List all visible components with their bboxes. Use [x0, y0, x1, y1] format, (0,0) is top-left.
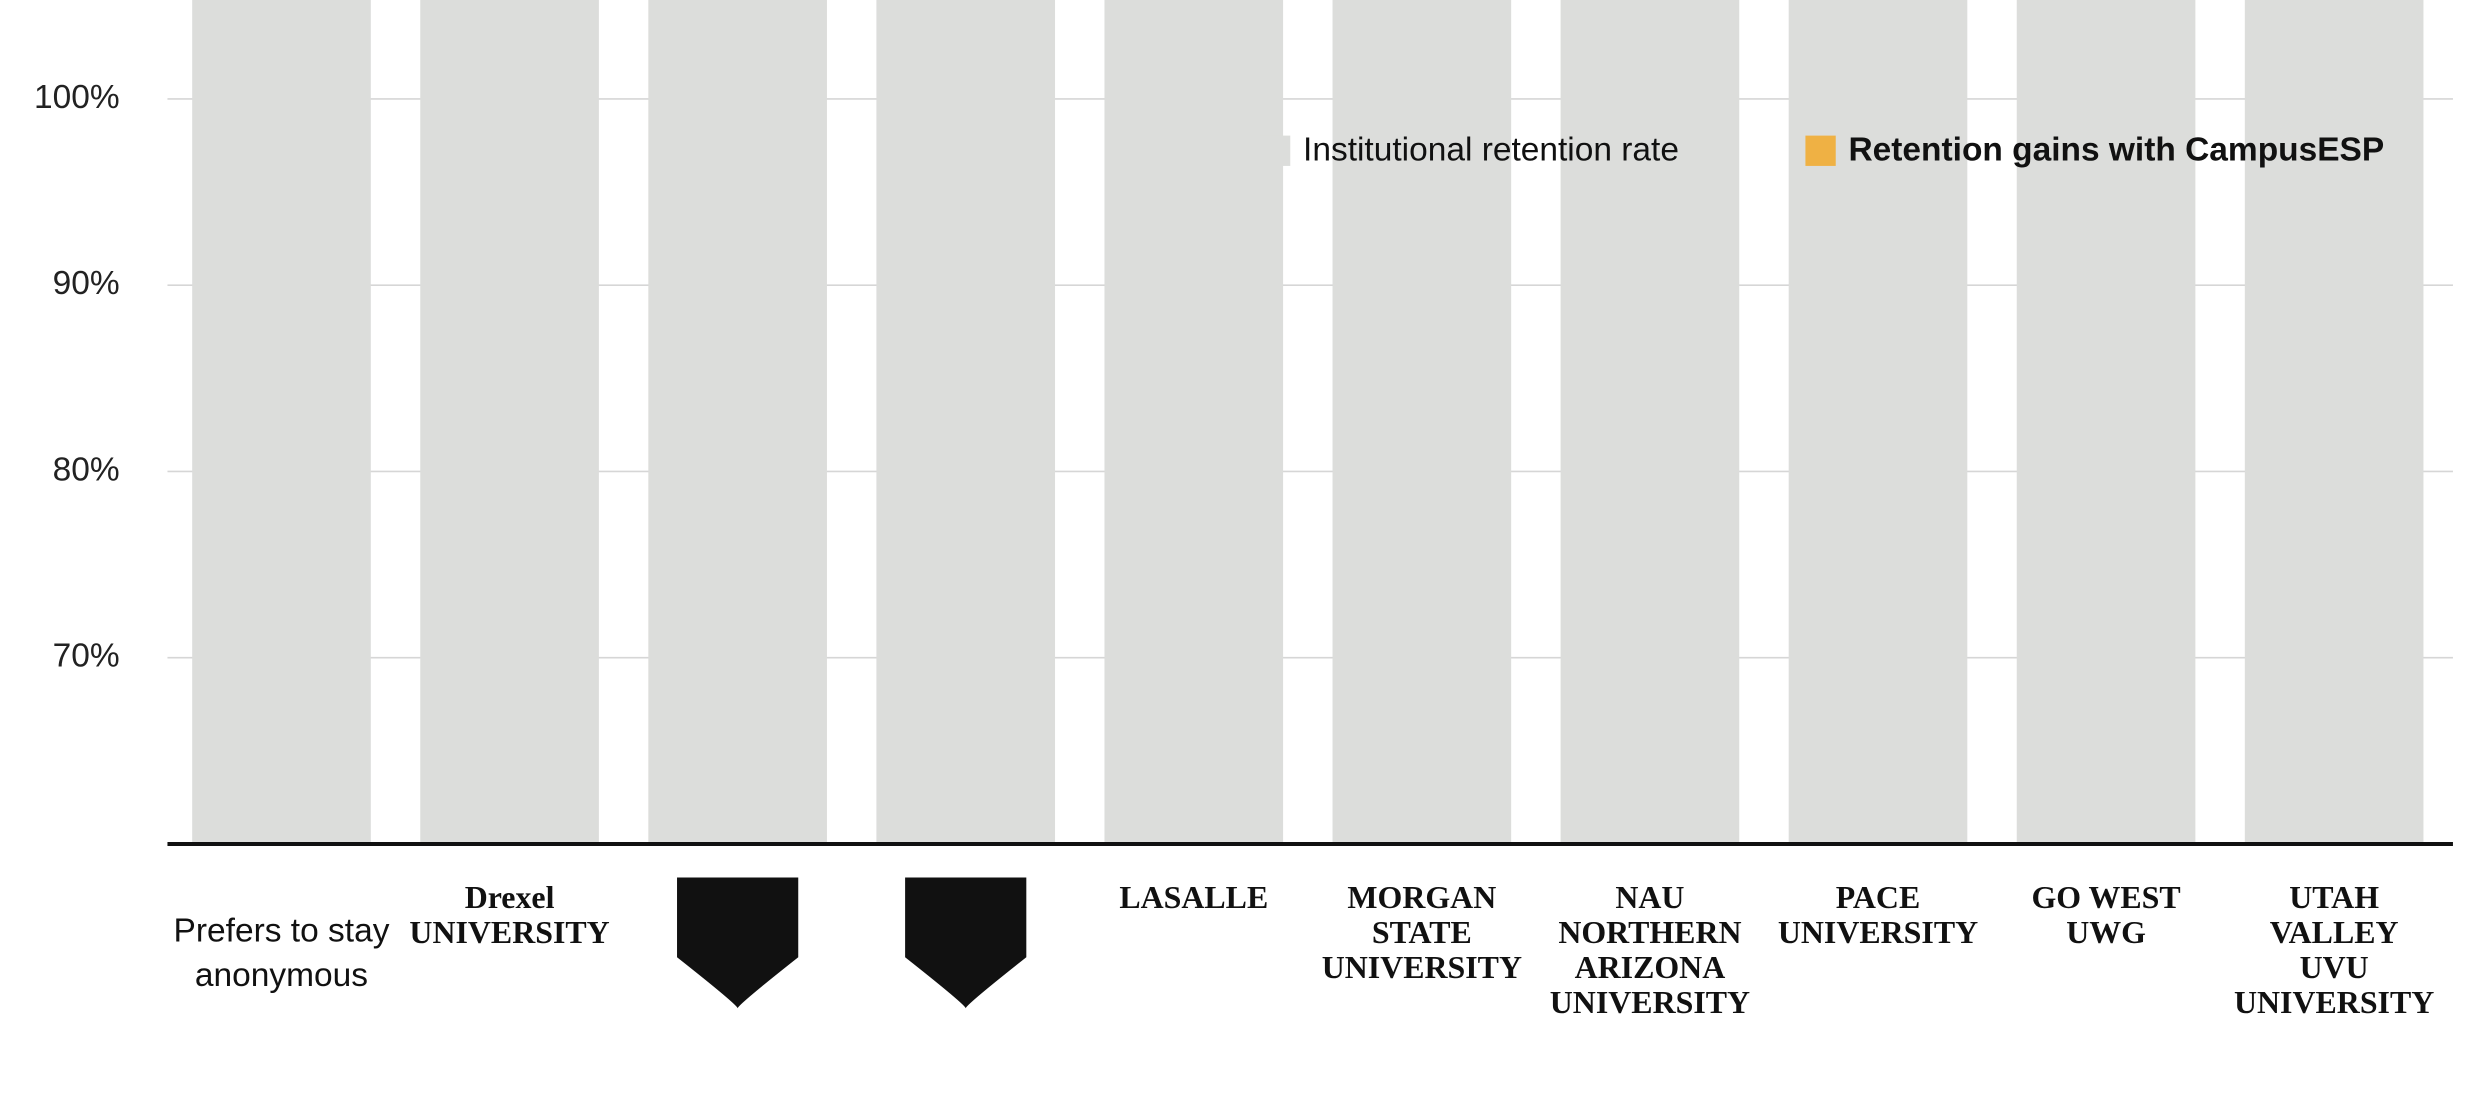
bar-segment	[2244, 0, 2424, 844]
bar-segment	[1332, 0, 1512, 844]
legend-label: Retention gains with CampusESP	[1848, 131, 2384, 168]
bar-segment	[1104, 0, 1284, 844]
category-logo: UTAH VALLEY UVU UNIVERSITY	[2233, 880, 2435, 1022]
bar-segment	[420, 0, 599, 844]
category-logo	[677, 877, 799, 1009]
category-logo: GO WEST UWG	[2031, 880, 2181, 951]
bar-segment	[192, 0, 371, 844]
bar-segment	[2016, 0, 2196, 844]
y-tick-label: 80%	[53, 451, 120, 488]
bar-segment	[648, 0, 827, 844]
y-tick-label: 90%	[53, 265, 120, 302]
y-tick-label: 70%	[53, 638, 120, 675]
bar-segment	[1788, 0, 1968, 844]
category-label: Prefers to stay anonymous	[173, 912, 390, 994]
category-logo: MORGAN STATE UNIVERSITY	[1321, 880, 1523, 986]
category-logo	[905, 877, 1027, 1009]
legend-swatch	[1259, 135, 1291, 166]
category-logo: NAU NORTHERN ARIZONA UNIVERSITY	[1549, 880, 1751, 1022]
category-logo: PACE UNIVERSITY	[1777, 880, 1979, 951]
legend-label: Institutional retention rate	[1303, 131, 1679, 168]
legend-swatch	[1805, 135, 1836, 166]
category-logo: Drexel UNIVERSITY	[409, 880, 610, 951]
category-logo: LASALLE	[1119, 880, 1269, 916]
bar-segment	[1560, 0, 1740, 844]
bar-segment	[876, 0, 1056, 844]
y-tick-label: 100%	[34, 79, 120, 116]
